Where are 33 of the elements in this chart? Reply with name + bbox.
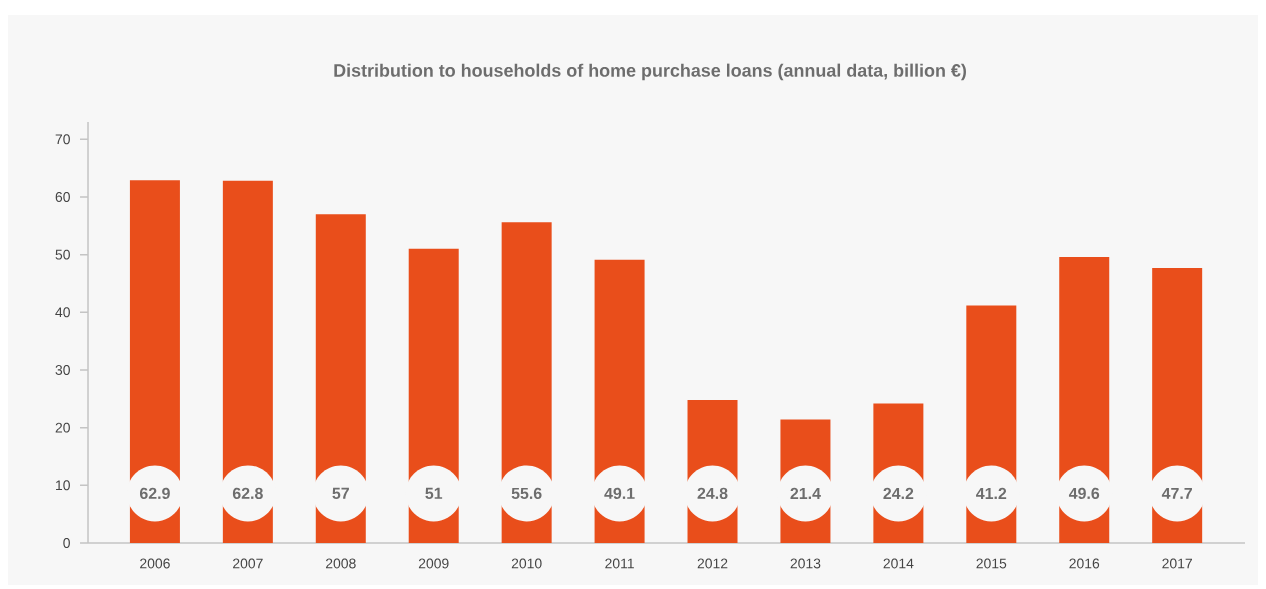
data-label: 51: [425, 487, 443, 499]
x-tick-label: 2007: [233, 558, 263, 569]
y-tick-label: 60: [55, 192, 70, 202]
data-label: 21.4: [790, 487, 821, 499]
x-tick-label: 2011: [605, 558, 634, 569]
x-tick-label: 2008: [325, 558, 356, 569]
data-label: 62.8: [232, 487, 263, 500]
data-label: 49.6: [1068, 487, 1100, 500]
data-label: 57: [332, 487, 349, 499]
data-label: 55.6: [511, 487, 542, 500]
x-tick-label: 2016: [1069, 558, 1100, 569]
data-label: 24.8: [697, 487, 728, 500]
x-tick-label: 2017: [1162, 558, 1192, 569]
x-tick-label: 2014: [883, 558, 914, 569]
x-tick-label: 2013: [790, 558, 821, 569]
data-label: 49.1: [604, 487, 635, 500]
y-tick-label: 40: [55, 307, 70, 318]
x-tick-label: 2015: [976, 558, 1007, 569]
y-tick-label: 30: [55, 365, 70, 375]
chart-title: Distribution to households of home purchase loans (annual data, billion €): [334, 63, 966, 81]
data-label: 24.2: [883, 487, 914, 499]
y-tick-label: 0: [63, 538, 70, 548]
x-tick-label: 2006: [140, 558, 170, 569]
y-tick-label: 50: [55, 249, 70, 260]
data-label: 41.2: [976, 487, 1007, 499]
x-tick-label: 2009: [418, 558, 449, 569]
data-label: 62.9: [139, 487, 170, 500]
y-tick-label: 20: [55, 422, 70, 433]
x-tick-label: 2012: [697, 558, 728, 569]
data-label: 47.7: [1161, 487, 1192, 499]
y-tick-label: 10: [56, 480, 70, 491]
y-tick-label: 70: [55, 134, 70, 145]
x-tick-label: 2010: [511, 558, 542, 569]
